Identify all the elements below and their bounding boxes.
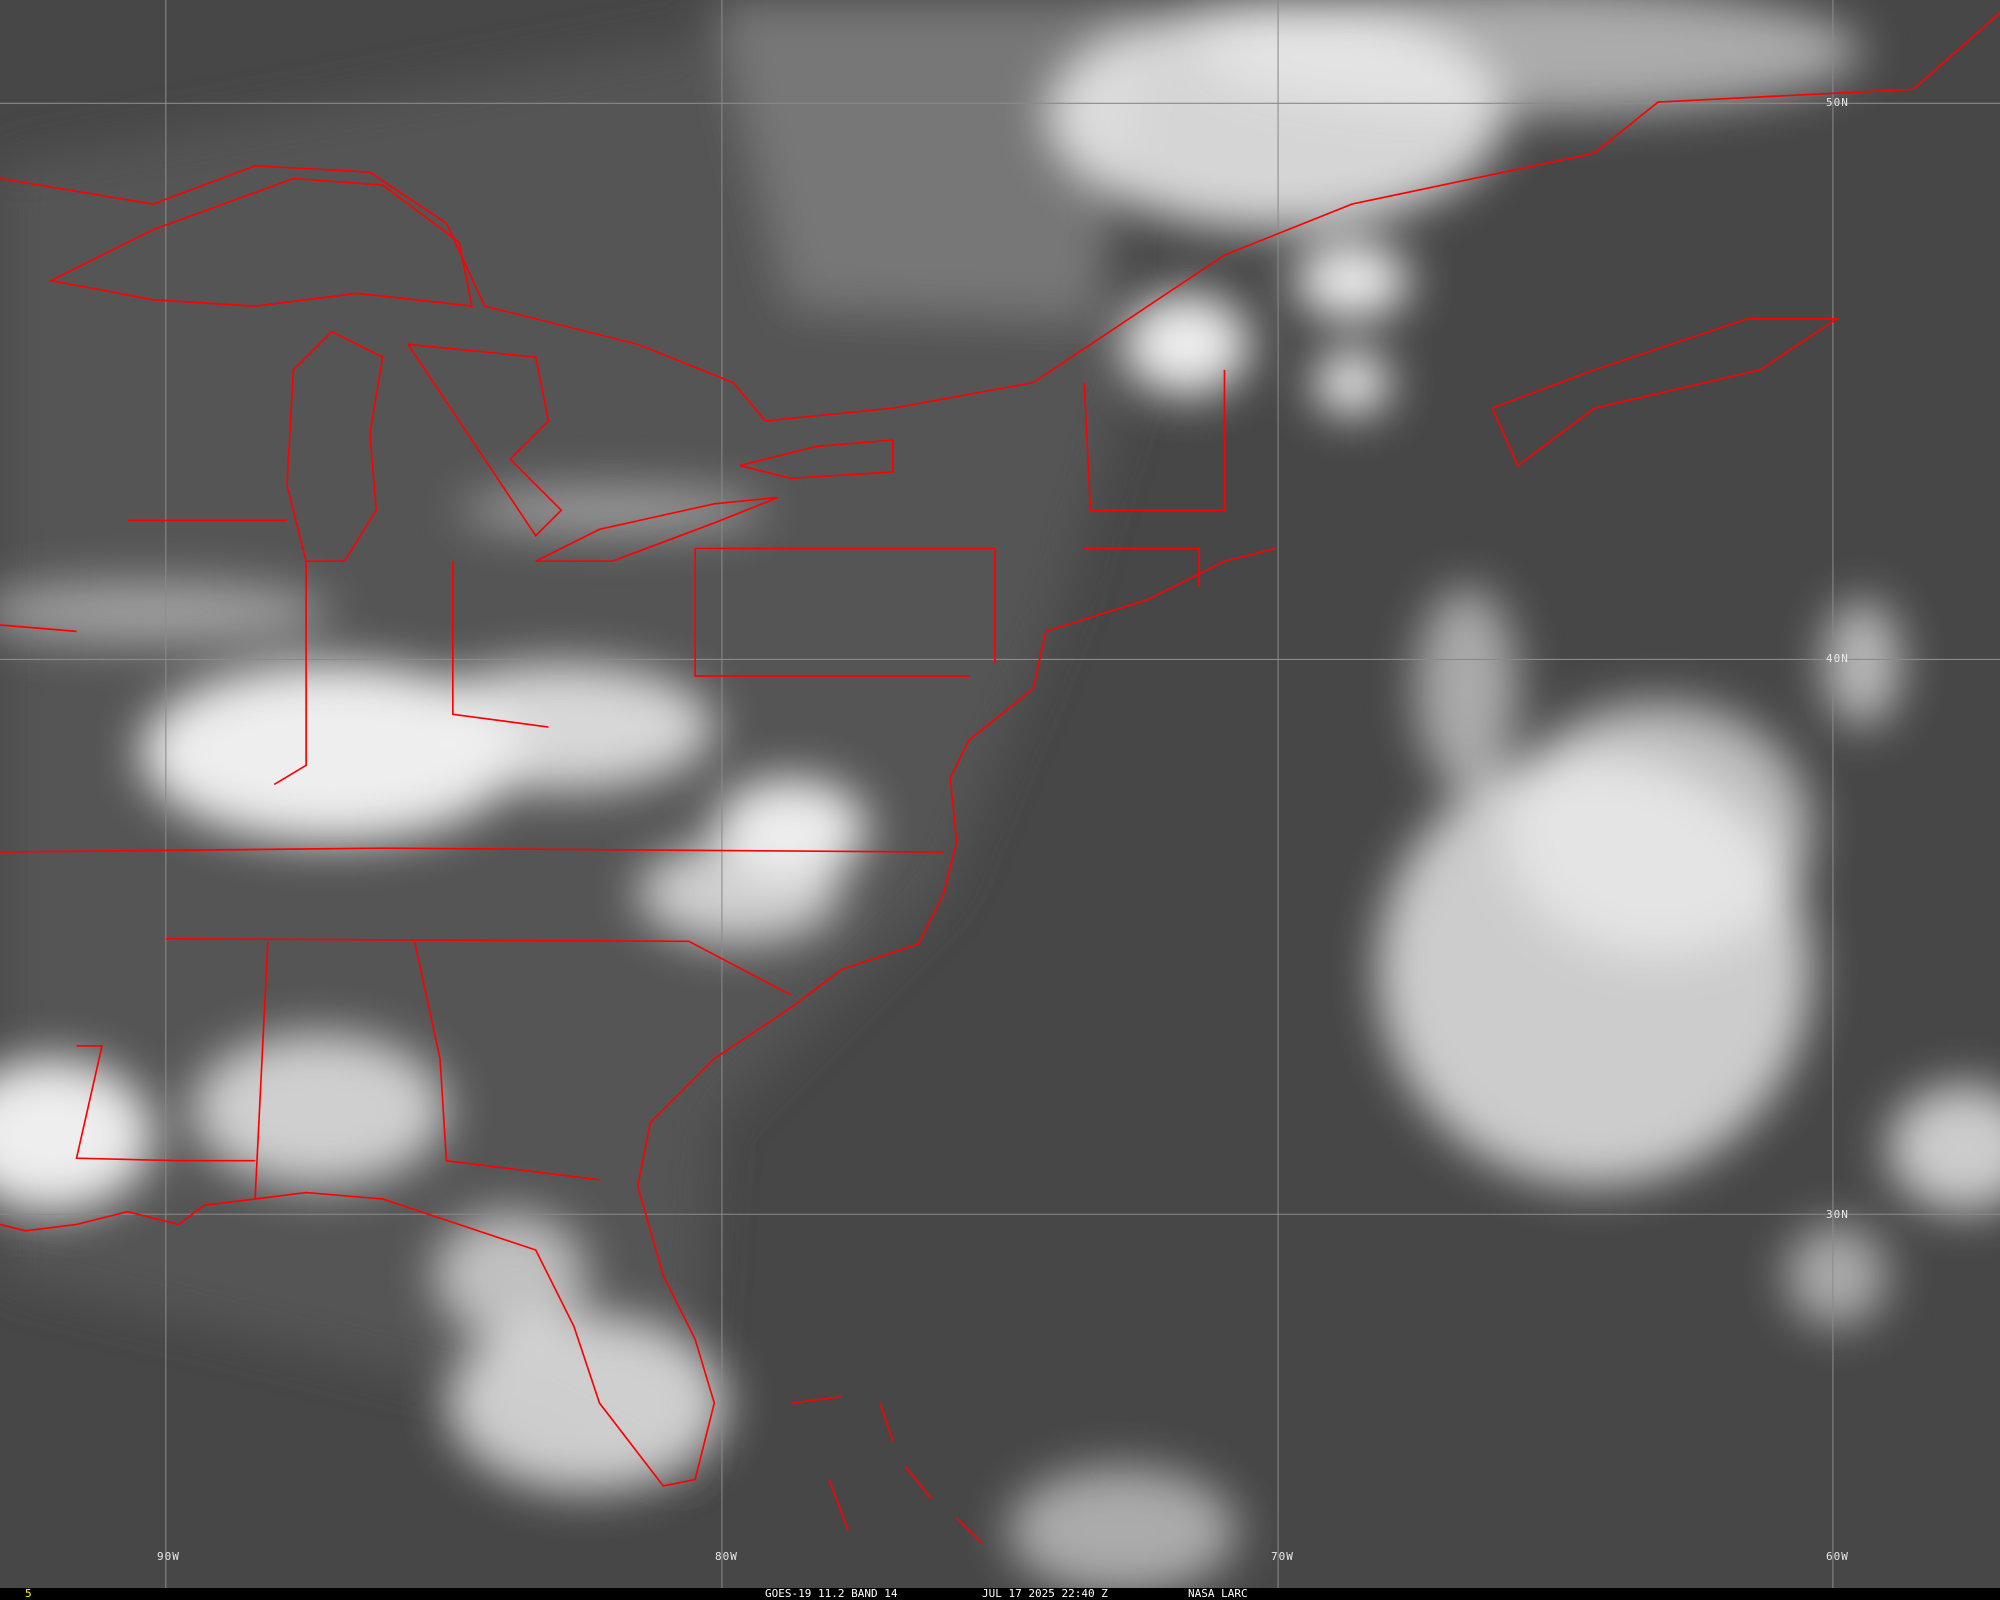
latitude-label-30n: 30N	[1826, 1208, 1849, 1221]
nova-scotia-outline	[1491, 318, 1840, 467]
caption-bar: 5 GOES-19 11.2 BAND 14 JUL 17 2025 22:40…	[0, 1588, 2000, 1600]
longitude-label-80w: 80W	[715, 1550, 738, 1563]
longitude-label-70w: 70W	[1271, 1550, 1294, 1563]
state-borders	[0, 369, 1226, 1200]
lake-ontario-outline	[739, 439, 894, 480]
latitude-label-50n: 50N	[1826, 96, 1849, 109]
longitude-label-60w: 60W	[1826, 1550, 1849, 1563]
timestamp-label: JUL 17 2025 22:40 Z	[982, 1587, 1108, 1600]
longitude-label-90w: 90W	[157, 1550, 180, 1563]
florida-keys-bahamas	[790, 1395, 983, 1544]
credit-label: NASA LARC	[1188, 1587, 1248, 1600]
gulf-coast-outline	[0, 1210, 128, 1232]
frame-number: 5	[25, 1587, 32, 1600]
latitude-label-40n: 40N	[1826, 652, 1849, 665]
canada-us-border	[0, 12, 2000, 422]
lake-erie-outline	[535, 496, 779, 563]
lake-michigan-outline	[286, 330, 384, 563]
lake-huron-outline	[406, 343, 563, 538]
east-coast-outline	[127, 547, 1276, 1487]
political-borders	[0, 12, 2000, 1544]
product-label: GOES-19 11.2 BAND 14	[765, 1587, 898, 1600]
lake-superior-outline	[48, 177, 473, 308]
